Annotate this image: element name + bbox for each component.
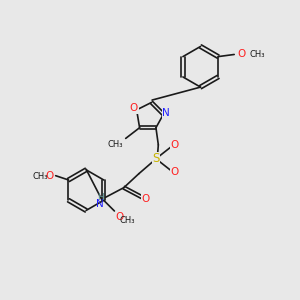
Text: CH₃: CH₃ xyxy=(250,50,265,59)
Text: CH₃: CH₃ xyxy=(108,140,123,149)
Text: O: O xyxy=(130,103,138,113)
Text: O: O xyxy=(238,50,246,59)
Text: H: H xyxy=(98,193,104,202)
Text: CH₃: CH₃ xyxy=(120,216,135,225)
Text: CH₃: CH₃ xyxy=(33,172,48,181)
Text: S: S xyxy=(152,152,160,165)
Text: O: O xyxy=(170,140,178,151)
Text: O: O xyxy=(170,167,178,177)
Text: N: N xyxy=(96,199,104,209)
Text: N: N xyxy=(163,108,170,118)
Text: O: O xyxy=(142,194,150,204)
Text: O: O xyxy=(116,212,124,222)
Text: O: O xyxy=(45,171,53,181)
